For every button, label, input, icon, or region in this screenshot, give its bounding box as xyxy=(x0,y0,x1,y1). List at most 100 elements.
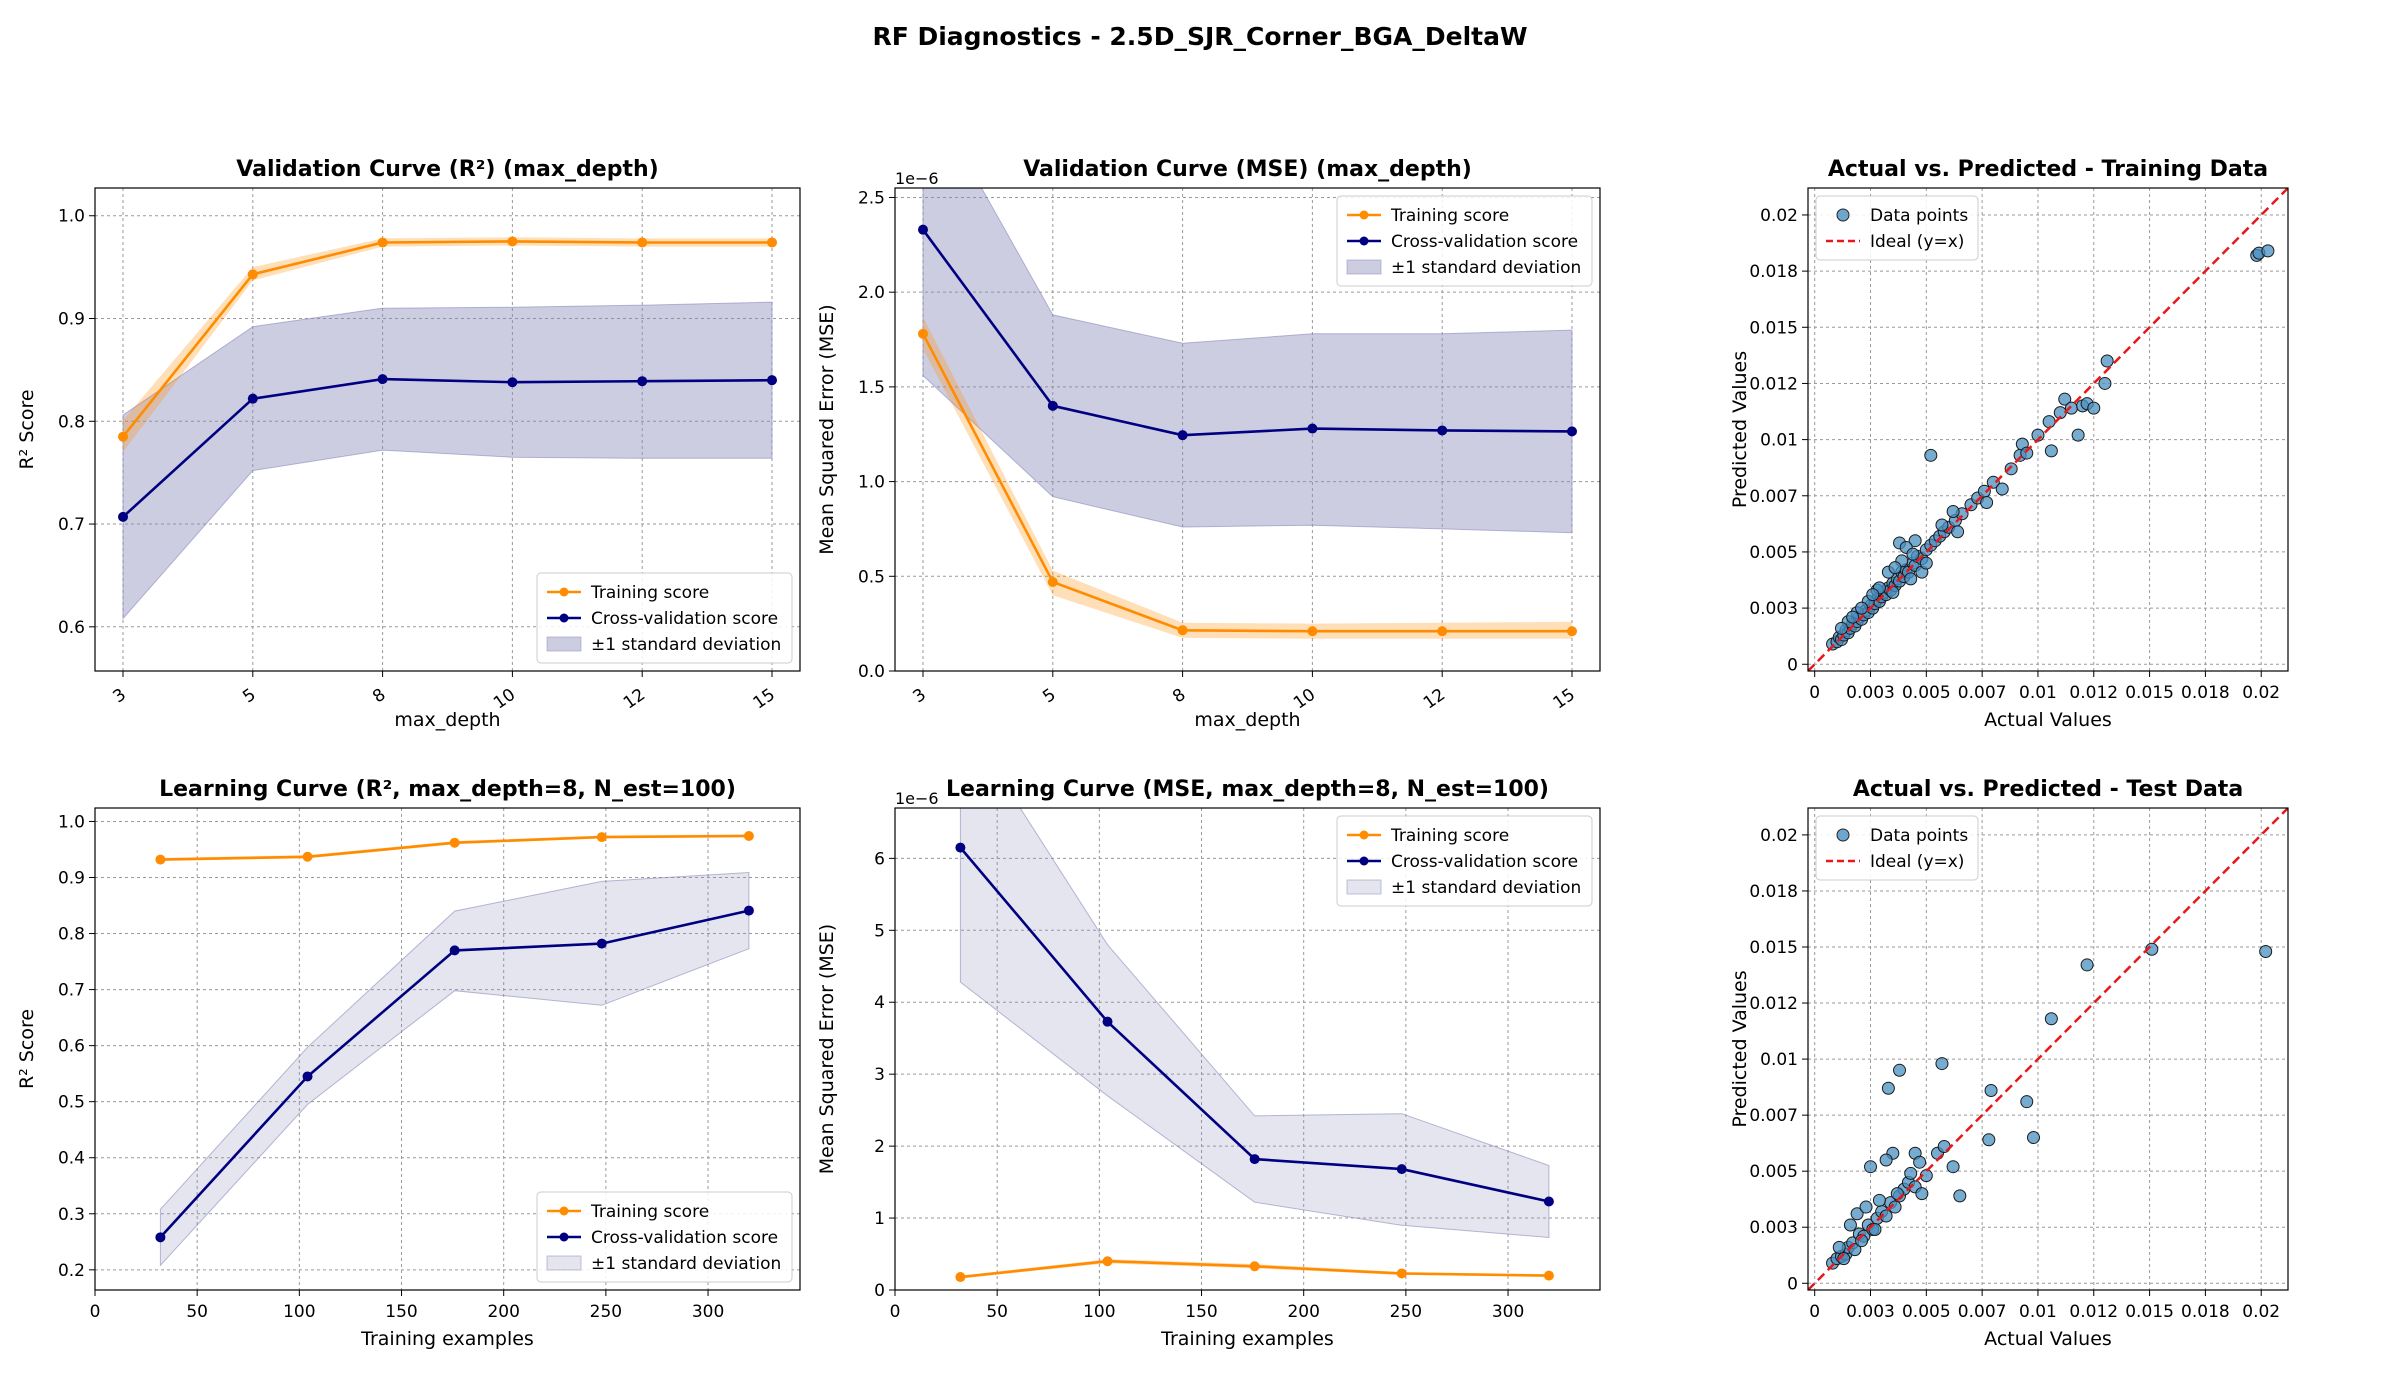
legend-point-swatch xyxy=(1836,208,1850,222)
data-point xyxy=(2042,415,2056,429)
y-tick-label: 0.9 xyxy=(58,310,85,330)
data-point xyxy=(155,1232,166,1243)
data-point xyxy=(637,237,648,248)
y-tick-label: 1 xyxy=(874,1209,885,1229)
plot-area xyxy=(1808,188,2288,671)
legend-label: Data points xyxy=(1870,826,1968,846)
data-point xyxy=(155,854,166,865)
y-tick-label: 1.0 xyxy=(58,207,85,227)
data-point xyxy=(449,945,460,956)
y-tick-label: 2.5 xyxy=(858,188,885,208)
y-offset-label: 1e−6 xyxy=(895,789,939,808)
x-tick-label: 0.018 xyxy=(2181,683,2230,703)
data-point xyxy=(1893,1063,1907,1077)
y-tick-label: 2 xyxy=(874,1137,885,1157)
ideal-line xyxy=(1808,188,2288,671)
x-tick-label: 0.01 xyxy=(2019,1302,2057,1322)
data-point xyxy=(918,328,928,339)
x-tick-label: 0.015 xyxy=(2125,1302,2174,1322)
plot-frame xyxy=(94,807,801,1291)
y-tick-label: 0 xyxy=(874,1281,885,1301)
data-point xyxy=(1834,621,1848,635)
data-point xyxy=(2259,944,2273,958)
y-tick-label: 6 xyxy=(874,849,885,869)
data-point xyxy=(1919,556,1933,570)
chart-avp_train: 00 0.003 0.003 0.005 0.005 0.007 0.007 0.01 0.01… xyxy=(1729,157,2289,731)
legend-band-swatch xyxy=(546,636,582,652)
data-point xyxy=(1177,625,1188,636)
data-point xyxy=(1249,1154,1260,1165)
legend-marker-swatch xyxy=(559,1206,569,1216)
y-tick-label: 0.6 xyxy=(58,618,85,638)
legend-label: Training score xyxy=(590,1202,709,1222)
data-point xyxy=(1980,496,1994,510)
y-tick-label: 3 xyxy=(874,1065,885,1085)
x-tick-label: 0.007 xyxy=(1958,683,2007,703)
y-tick-label: 0.012 xyxy=(1749,994,1798,1014)
data-point xyxy=(1832,1240,1846,1254)
std-band xyxy=(922,188,1573,534)
chart-lc_r2: 0 50 100 150 200 250 300 0.2 0.3 0.4 0.5 0.6 0.7 0.8 0… xyxy=(16,777,801,1350)
y-tick-label: 0.015 xyxy=(1749,318,1798,338)
y-tick-label: 4 xyxy=(874,993,885,1013)
legend-marker-swatch xyxy=(559,613,569,623)
legend-label: Training score xyxy=(1390,826,1509,846)
x-tick-label: 200 xyxy=(487,1302,519,1322)
plot-area xyxy=(955,808,1554,1283)
y-tick-label: 0.9 xyxy=(58,868,85,888)
data-point xyxy=(377,374,388,385)
legend-entry: Cross-validation score xyxy=(1347,232,1578,252)
data-point xyxy=(1567,426,1577,437)
data-point xyxy=(1866,588,1880,602)
data-point xyxy=(1879,1153,1893,1167)
x-tick-label: 50 xyxy=(986,1302,1008,1322)
data-point xyxy=(2026,1131,2040,1145)
legend-box xyxy=(536,572,793,664)
legend-entry: Ideal (y=x) xyxy=(1826,852,1964,872)
legend-entry: Training score xyxy=(1347,206,1509,226)
data-point xyxy=(1986,475,2000,489)
x-tick-label: 150 xyxy=(1185,1302,1217,1322)
data-point xyxy=(1864,1160,1878,1174)
series-line xyxy=(921,228,1573,437)
y-tick-label: 1.5 xyxy=(858,378,885,398)
data-point xyxy=(2087,401,2101,415)
legend-marker-swatch xyxy=(1359,210,1369,220)
legend-box xyxy=(1815,195,1979,261)
x-tick-label: 12 xyxy=(620,685,649,714)
legend-box xyxy=(1336,195,1593,287)
x-tick-label: 0 xyxy=(890,1302,901,1322)
data-point xyxy=(1047,400,1058,411)
data-point xyxy=(1977,484,1991,498)
x-tick-label: 250 xyxy=(1390,1302,1422,1322)
legend-band-swatch xyxy=(546,1255,582,1271)
std-band xyxy=(159,871,750,1267)
y-tick-label: 1.0 xyxy=(858,473,885,493)
data-point xyxy=(2080,958,2094,972)
data-point xyxy=(2071,428,2085,442)
chart-title: Actual vs. Predicted - Training Data xyxy=(1828,157,2268,182)
chart-avp_test: 00 0.003 0.003 0.005 0.005 0.007 0.007 0.01 0.01… xyxy=(1729,777,2289,1350)
x-tick-label: 0.003 xyxy=(1846,683,1895,703)
data-point xyxy=(743,831,754,842)
y-tick-label: 2.0 xyxy=(858,283,885,303)
y-tick-label: 0.003 xyxy=(1749,599,1798,619)
legend-label: Training score xyxy=(590,583,709,603)
x-tick-label: 300 xyxy=(692,1302,724,1322)
legend-marker-swatch xyxy=(559,1232,569,1242)
legend-marker-swatch xyxy=(1359,856,1369,866)
y-tick-label: 0.7 xyxy=(58,515,85,535)
legend-label: ±1 standard deviation xyxy=(591,1254,781,1274)
x-tick-label: 0.018 xyxy=(2181,1302,2230,1322)
x-tick-label: 8 xyxy=(369,685,389,708)
data-point xyxy=(918,224,928,235)
y-tick-label: 0.8 xyxy=(58,412,85,432)
ideal-line xyxy=(1808,808,2288,1290)
data-point xyxy=(1855,601,1869,615)
data-point xyxy=(1953,1189,1967,1203)
x-tick-label: 250 xyxy=(590,1302,622,1322)
legend-box xyxy=(1336,815,1593,907)
data-point xyxy=(1904,1166,1918,1180)
